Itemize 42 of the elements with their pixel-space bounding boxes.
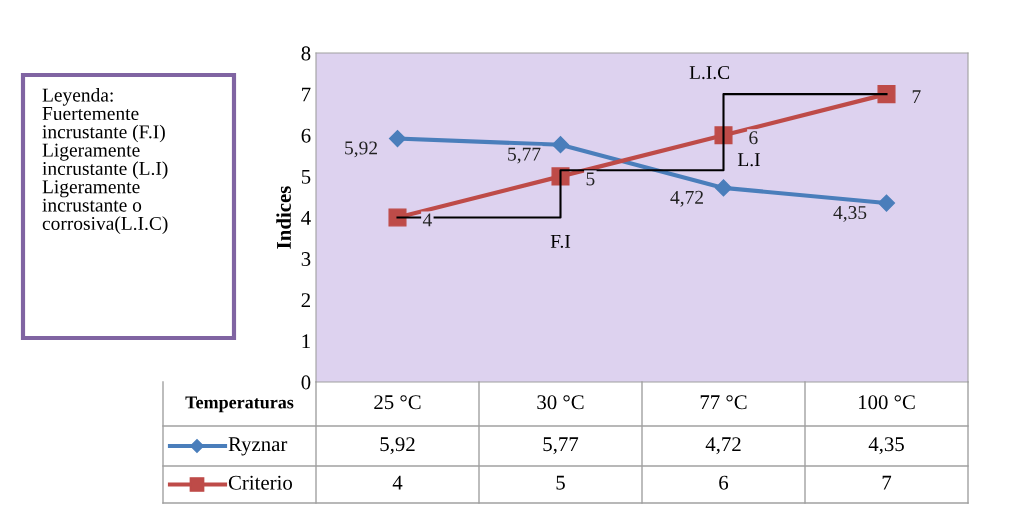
x-tick-label: 100 °C bbox=[858, 395, 915, 410]
point bbox=[388, 129, 407, 148]
data-label: 6 bbox=[719, 475, 729, 490]
data-label: 7 bbox=[882, 475, 892, 490]
y-tick-label: 0 bbox=[301, 375, 311, 390]
data-label: 5,92 bbox=[380, 437, 415, 455]
x-tick-label: 77 °C bbox=[700, 395, 747, 410]
y-tick-label: 8 bbox=[301, 46, 311, 61]
annotation: L.I bbox=[737, 153, 760, 167]
y-tick-label: 5 bbox=[301, 169, 311, 184]
point bbox=[877, 85, 896, 104]
y-tick-label: 6 bbox=[301, 128, 311, 143]
annotation: F.I bbox=[550, 234, 571, 248]
point bbox=[551, 136, 570, 154]
y-tick-label: 1 bbox=[302, 334, 310, 349]
text: 6 bbox=[749, 131, 758, 145]
text: Leyenda: Fuertemente incrustante (F.I) Ligeramente incrustante (L.I) Ligeramente incrustante o corrosiva(L.I.C) bbox=[42, 88, 168, 234]
data-label: 5 bbox=[556, 475, 565, 490]
text: 5,77 bbox=[508, 147, 541, 164]
x-tick-label: 30 °C bbox=[537, 395, 584, 410]
text: 4,35 bbox=[833, 206, 867, 222]
text: 5 bbox=[586, 172, 595, 186]
point bbox=[714, 179, 733, 197]
data-label: 5,77 bbox=[543, 437, 579, 455]
y-tick-label: 2 bbox=[301, 293, 310, 307]
point bbox=[877, 194, 896, 212]
annotation: L.I.C bbox=[689, 66, 730, 80]
y-tick-label: 4 bbox=[301, 211, 311, 225]
legend-label: Criterio bbox=[228, 475, 292, 490]
x-tick-label: 25 °C bbox=[374, 395, 421, 410]
text: 7 bbox=[912, 90, 921, 103]
y-axis-title: Indices bbox=[276, 186, 291, 249]
data-label: 4 bbox=[392, 475, 403, 490]
y-tick-label: 3 bbox=[301, 252, 311, 267]
data-label: 4,35 bbox=[868, 437, 904, 455]
text: 4,72 bbox=[670, 190, 703, 207]
y-tick-label: 7 bbox=[302, 87, 311, 102]
x-axis-title: Temperaturas bbox=[185, 396, 294, 413]
text: 4 bbox=[422, 213, 432, 227]
legend-label: Ryznar bbox=[228, 437, 288, 456]
text: 5,92 bbox=[345, 141, 377, 158]
data-label: 4,72 bbox=[705, 437, 741, 455]
